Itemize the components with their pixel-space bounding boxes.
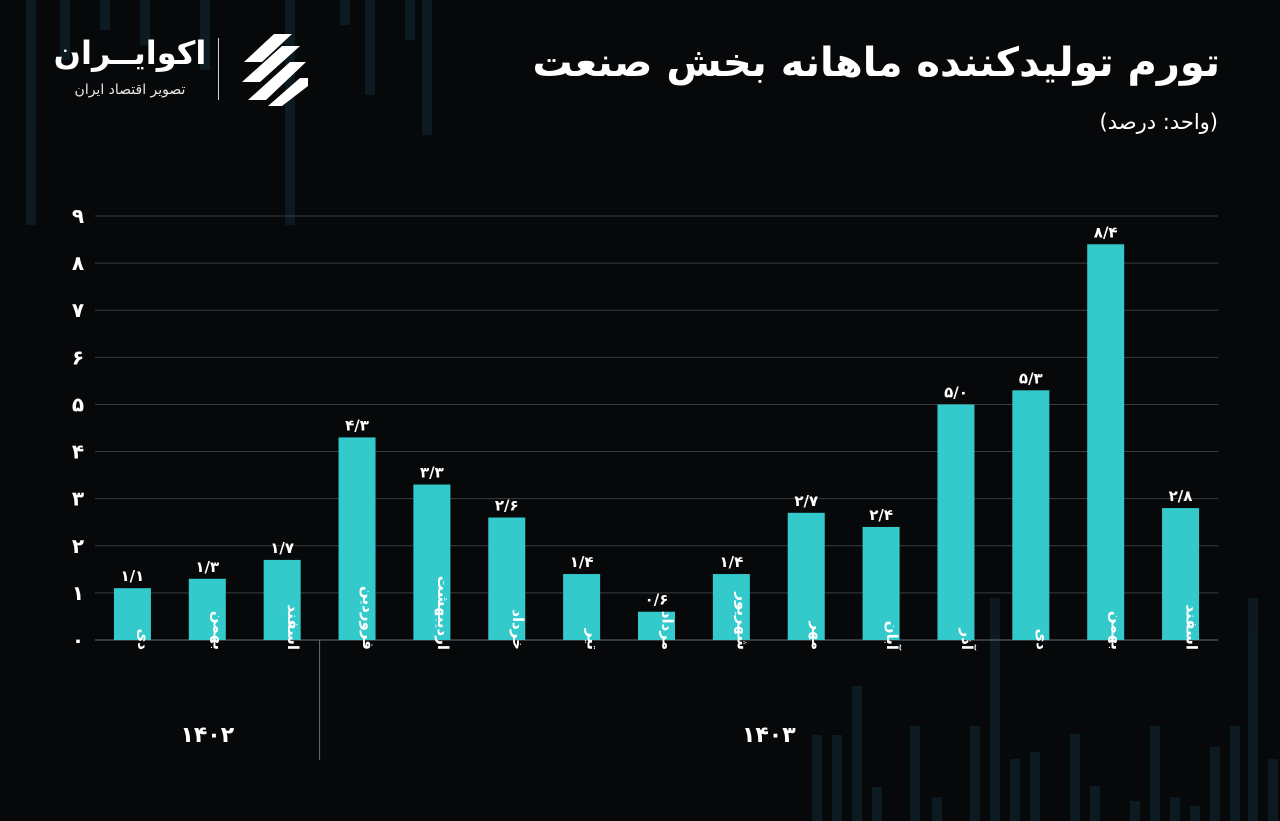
y-axis-ticks: ۰ ۱ ۲ ۳ ۴ ۵ ۶ ۷ ۸ ۹ xyxy=(72,204,84,652)
chart-title: تورم تولیدکننده ماهانه بخش صنعت xyxy=(532,40,1220,86)
value-label: ۰/۶ xyxy=(645,591,669,609)
logo-tagline: تصویر اقتصاد ایران xyxy=(74,82,186,98)
y-tick-label: ۲ xyxy=(72,534,84,558)
value-label: ۲/۷ xyxy=(794,492,818,510)
value-label: ۱/۳ xyxy=(195,558,219,576)
value-label: ۲/۶ xyxy=(495,497,519,515)
ecoiran-logo-icon xyxy=(242,34,308,106)
value-label: ۲/۸ xyxy=(1169,487,1193,505)
x-tick-label: دی xyxy=(1033,629,1051,651)
bar xyxy=(488,517,526,640)
y-tick-label: ۷ xyxy=(72,298,84,322)
y-tick-label: ۴ xyxy=(72,440,84,464)
x-tick-label: اسفند xyxy=(1183,605,1201,650)
value-label: ۴/۳ xyxy=(345,416,369,434)
x-tick-label: اسفند xyxy=(284,605,302,650)
year-group-label: ۱۴۰۳ xyxy=(742,723,796,748)
bar xyxy=(338,437,376,640)
bar xyxy=(263,559,301,640)
grid-lines xyxy=(95,215,1218,641)
bar xyxy=(413,484,451,640)
y-tick-label: ۹ xyxy=(72,204,84,228)
bar xyxy=(1162,508,1200,640)
bar xyxy=(787,512,825,640)
value-label: ۵/۳ xyxy=(1019,369,1043,387)
bar xyxy=(113,588,151,640)
x-tick-label: دی xyxy=(134,629,152,651)
x-tick-label: مرداد xyxy=(659,611,677,650)
x-axis-ticks: دی بهمن اسفند فروردین اردیبهشت خرداد تیر مرداد ش… xyxy=(134,576,1200,651)
bar xyxy=(563,574,601,640)
logo-name: اکوایــران xyxy=(53,34,207,72)
logo: اکوایــران تصویر اقتصاد ایران xyxy=(48,32,318,112)
x-tick-label: آبان xyxy=(883,621,901,651)
bar xyxy=(712,574,750,640)
x-tick-label: آذر xyxy=(958,628,976,651)
y-tick-label: ۸ xyxy=(72,251,84,275)
year-group-label: ۱۴۰۲ xyxy=(180,723,234,748)
value-label: ۱/۴ xyxy=(570,553,594,571)
x-tick-label: خرداد xyxy=(509,609,527,650)
bar xyxy=(1012,390,1050,640)
value-labels: ۱/۱ ۱/۳ ۱/۷ ۴/۳ ۳/۳ ۲/۶ ۱/۴ ۰/۶ ۱/۴ ۲/۷ ۲/۴ ۵/۰ ۵/۳ ۸… xyxy=(121,223,1193,608)
year-groups: ۱۴۰۲ ۱۴۰۳ xyxy=(180,640,796,760)
y-tick-label: ۳ xyxy=(72,487,84,511)
bar xyxy=(1087,244,1125,640)
bar xyxy=(188,578,226,640)
y-tick-label: ۱ xyxy=(72,581,84,605)
value-label: ۱/۴ xyxy=(719,553,743,571)
logo-separator xyxy=(218,38,219,100)
value-label: ۵/۰ xyxy=(944,383,968,401)
x-tick-label: تیر xyxy=(584,628,602,650)
x-tick-label: شهریور xyxy=(733,591,751,650)
y-tick-label: ۰ xyxy=(72,628,84,652)
x-tick-label: بهمن xyxy=(209,611,227,650)
x-tick-label: مهر xyxy=(808,620,826,650)
bars xyxy=(113,244,1200,640)
value-label: ۳/۳ xyxy=(420,464,444,482)
value-label: ۸/۴ xyxy=(1094,223,1118,241)
chart-subtitle: (واحد: درصد) xyxy=(1099,110,1218,134)
x-tick-label: بهمن xyxy=(1108,611,1126,650)
x-tick-label: اردیبهشت xyxy=(434,576,452,650)
bar xyxy=(937,404,975,640)
bar xyxy=(862,526,900,640)
y-tick-label: ۶ xyxy=(72,345,84,369)
value-label: ۱/۷ xyxy=(270,539,294,557)
value-label: ۲/۴ xyxy=(869,506,893,524)
value-label: ۱/۱ xyxy=(121,567,145,585)
y-tick-label: ۵ xyxy=(72,392,84,416)
x-tick-label: فروردین xyxy=(359,586,377,650)
bar xyxy=(638,611,675,640)
